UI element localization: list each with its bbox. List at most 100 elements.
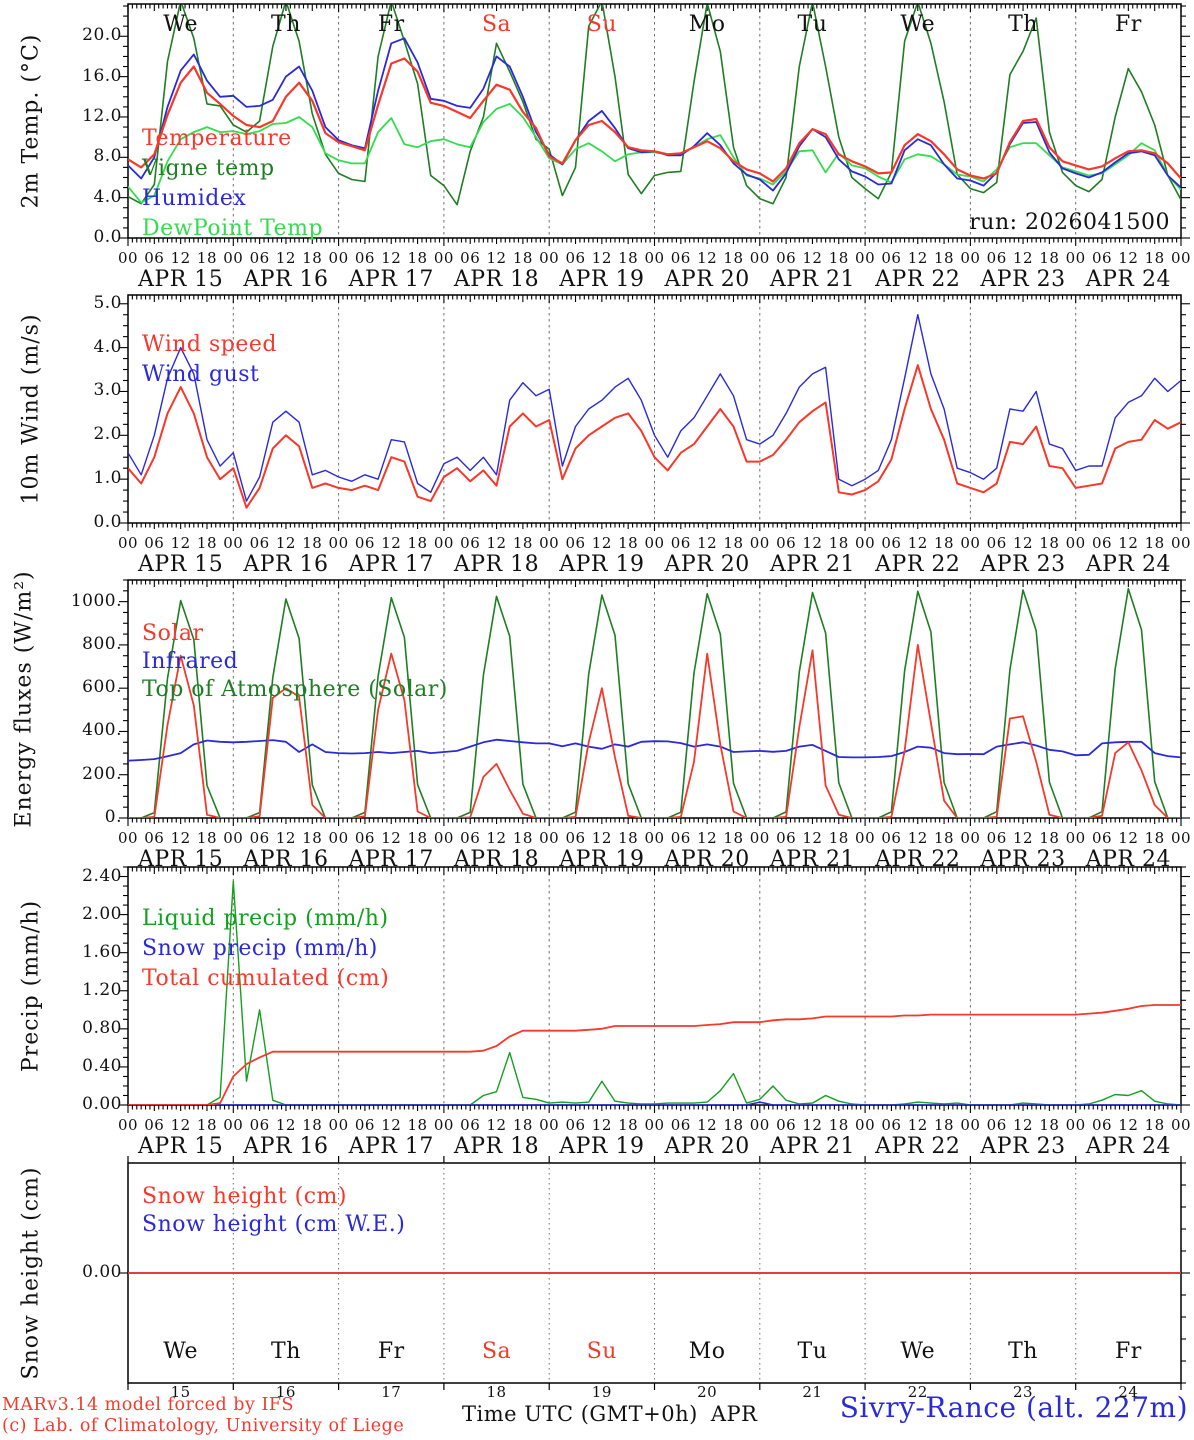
x-hour-label: 06 — [670, 829, 691, 847]
legend-item: Total cumulated (cm) — [142, 966, 390, 991]
x-date-label: APR 15 — [138, 1134, 224, 1159]
x-date-label: APR 18 — [453, 847, 540, 872]
x-hour-label: 12 — [486, 249, 507, 267]
station-label: Sivry-Rance (alt. 227m) — [839, 1391, 1188, 1424]
x-hour-label: 12 — [1118, 249, 1139, 267]
x-hour-label: 00 — [644, 534, 665, 552]
x-date-label: APR 24 — [1085, 847, 1171, 872]
x-hour-label: 18 — [618, 1116, 639, 1134]
x-hour-label: 12 — [170, 1116, 191, 1134]
x-hour-label: 18 — [618, 534, 639, 552]
x-hour-label: 12 — [697, 1116, 718, 1134]
x-hour-label: 00 — [539, 534, 560, 552]
day-name-bottom: Mo — [688, 1339, 726, 1364]
x-hour-label: 18 — [828, 249, 849, 267]
x-hour-label: 12 — [802, 1116, 823, 1134]
x-hour-label: 06 — [881, 249, 902, 267]
day-number: 20 — [697, 1383, 718, 1401]
x-hour-label: 06 — [670, 249, 691, 267]
series-solar — [128, 644, 1181, 818]
x-hour-label: 06 — [1091, 534, 1113, 552]
x-hour-label: 12 — [170, 829, 191, 847]
day-name-bottom: We — [900, 1339, 936, 1364]
series-toa_solar — [128, 587, 1181, 818]
y-tick-label: 4.0 — [93, 336, 122, 357]
x-hour-label: 12 — [907, 829, 928, 847]
x-hour-label: 00 — [1170, 534, 1192, 552]
x-date-label: APR 18 — [453, 267, 540, 292]
x-hour-label: 00 — [1170, 1116, 1192, 1134]
x-date-label: APR 21 — [769, 847, 856, 872]
x-hour-label: 12 — [907, 1116, 928, 1134]
x-hour-label: 18 — [1144, 249, 1165, 267]
x-hour-label: 18 — [407, 249, 428, 267]
x-hour-label: 06 — [460, 829, 481, 847]
x-hour-label: 18 — [828, 1116, 849, 1134]
x-date-label: APR 16 — [243, 552, 329, 577]
x-date-label: APR 22 — [875, 847, 961, 872]
x-hour-label: 00 — [855, 1116, 876, 1134]
x-date-label: APR 21 — [769, 552, 856, 577]
x-hour-label: 06 — [144, 249, 165, 267]
x-hour-label: 00 — [328, 829, 349, 847]
x-date-label: APR 20 — [664, 847, 750, 872]
x-hour-label: 18 — [302, 1116, 323, 1134]
x-hour-label: 00 — [328, 1116, 349, 1134]
x-hour-label: 00 — [644, 249, 665, 267]
x-date-label: APR 18 — [453, 552, 540, 577]
x-hour-label: 18 — [618, 829, 639, 847]
x-hour-label: 00 — [117, 534, 139, 552]
y-tick-label: 4.0 — [93, 186, 122, 207]
x-hour-label: 18 — [1039, 1116, 1060, 1134]
x-hour-label: 06 — [776, 829, 797, 847]
x-hour-label: 00 — [749, 249, 770, 267]
x-hour-label: 00 — [749, 1116, 770, 1134]
x-hour-label: 18 — [512, 534, 533, 552]
x-hour-label: 18 — [196, 534, 218, 552]
x-hour-label: 12 — [1118, 829, 1139, 847]
month-label: APR — [710, 1402, 758, 1426]
x-hour-label: 12 — [802, 249, 823, 267]
time-axis-caption: Time UTC (GMT+0h) APR — [462, 1402, 758, 1427]
x-hour-label: 00 — [960, 534, 981, 552]
x-hour-label: 18 — [618, 249, 639, 267]
x-hour-label: 18 — [512, 249, 533, 267]
y-tick-label: 400. — [82, 720, 122, 741]
y-tick-label: 200. — [82, 763, 122, 784]
x-hour-label: 18 — [302, 829, 323, 847]
x-hour-label: 18 — [196, 1116, 218, 1134]
day-name-top: Th — [271, 12, 301, 37]
y-tick-label: 0.0 — [93, 512, 122, 532]
x-hour-label: 00 — [117, 1116, 139, 1134]
y-tick-label: 0.80 — [82, 1017, 122, 1038]
x-hour-label: 00 — [749, 829, 770, 847]
series-total_cumulated — [128, 1004, 1181, 1105]
x-hour-label: 18 — [196, 249, 218, 267]
day-name-top: Fr — [1114, 12, 1142, 37]
x-hour-label: 12 — [1013, 249, 1034, 267]
footer-credit-lab: (c) Lab. of Climatology, University of L… — [2, 1416, 405, 1436]
x-date-label: APR 19 — [559, 552, 645, 577]
y-tick-label: 2.40 — [82, 865, 122, 886]
x-hour-label: 18 — [934, 829, 955, 847]
x-hour-label: 06 — [354, 249, 375, 267]
x-hour-label: 12 — [907, 249, 928, 267]
x-hour-label: 18 — [934, 1116, 955, 1134]
x-date-label: APR 24 — [1085, 267, 1171, 292]
day-name-top: Mo — [688, 12, 726, 37]
x-hour-label: 06 — [881, 829, 902, 847]
x-hour-label: 12 — [170, 534, 191, 552]
x-hour-label: 18 — [1144, 534, 1165, 552]
day-number: 16 — [275, 1383, 296, 1401]
y-tick-label: 8.0 — [93, 146, 122, 167]
y-tick-label: 0.0 — [93, 227, 122, 247]
x-date-label: APR 16 — [243, 847, 329, 872]
x-date-label: APR 21 — [769, 267, 856, 292]
x-hour-label: 06 — [881, 1116, 902, 1134]
day-number: 24 — [1118, 1383, 1139, 1401]
legend-item: Infrared — [142, 649, 239, 674]
day-name-bottom: Th — [271, 1339, 301, 1364]
y-tick-label: 0.40 — [82, 1055, 122, 1076]
x-hour-label: 06 — [354, 534, 375, 552]
x-hour-label: 00 — [539, 829, 560, 847]
